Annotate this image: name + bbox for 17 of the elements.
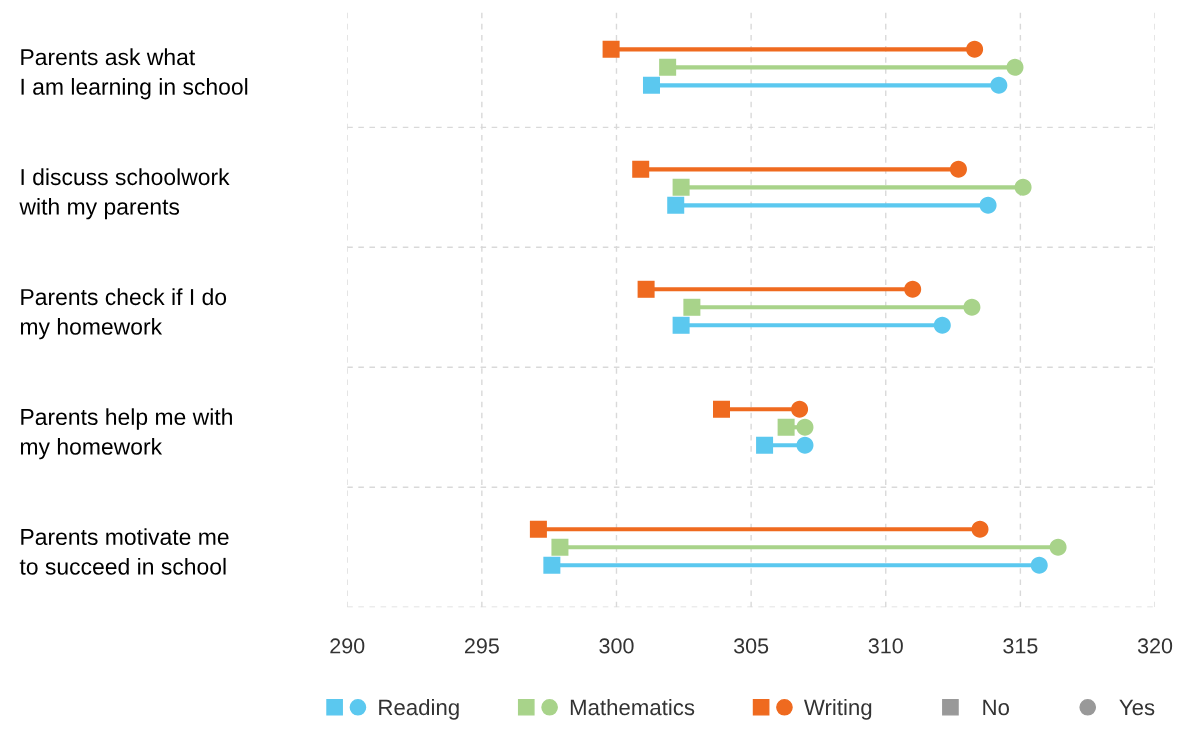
x-tick-label: 295	[464, 638, 499, 654]
legend-label: Writing	[803, 698, 872, 720]
legend-label: Reading	[379, 698, 459, 720]
legend-label: Yes	[1119, 699, 1155, 716]
y-tick-label: Parents help me with my homework	[20, 408, 232, 460]
legend-label: Mathematics	[570, 698, 695, 716]
x-tick-label: 290	[330, 638, 365, 654]
x-tick-label: 320	[1137, 638, 1173, 654]
y-tick-label: I discuss schoolwork with my parents	[19, 168, 230, 220]
y-tick-label: Parents check if I do my homework	[20, 288, 227, 340]
legend-label: No	[983, 699, 1010, 716]
x-tick-label: 310	[868, 638, 903, 654]
x-tick-label: 315	[1003, 638, 1038, 654]
x-tick-label: 300	[599, 638, 634, 654]
x-tick-label: 305	[733, 638, 769, 654]
y-tick-label: Parents motivate me to succeed in school	[19, 528, 229, 575]
y-tick-label: Parents ask what I am learning in school	[21, 48, 248, 100]
